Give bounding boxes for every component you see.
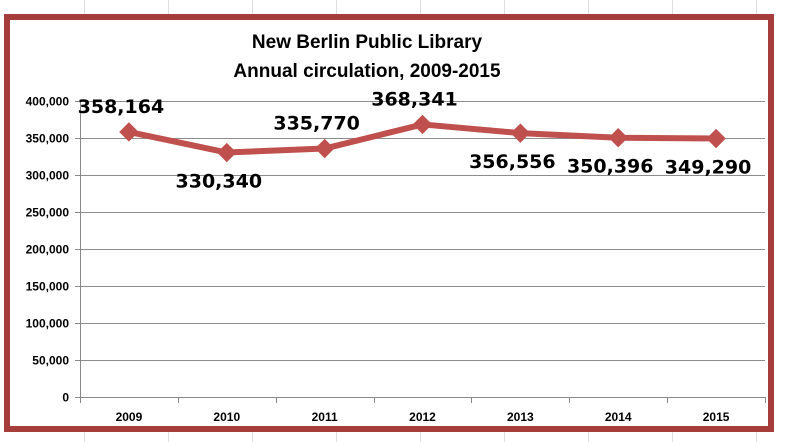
data-label: 330,340	[176, 171, 263, 193]
x-tick-label: 2015	[703, 410, 730, 424]
x-tick-label: 2013	[507, 410, 534, 424]
data-point-marker[interactable]	[608, 127, 628, 148]
data-label: 356,556	[469, 151, 556, 173]
y-tick-label: 300,000	[26, 169, 70, 183]
y-tick-label: 0	[62, 391, 69, 405]
x-axis-tick-labels: 2009 2010 2011 2012 2013 2014 2015	[116, 410, 730, 424]
x-tick-label: 2014	[605, 410, 632, 424]
y-tick-label: 100,000	[26, 317, 70, 331]
series-circulation	[119, 114, 726, 163]
data-label: 350,396	[567, 156, 654, 178]
y-tick-label: 50,000	[32, 354, 69, 368]
data-label: 335,770	[273, 113, 360, 135]
chart-subtitle: Annual circulation, 2009-2015	[233, 61, 501, 82]
x-tick-label: 2011	[312, 410, 338, 424]
data-point-marker[interactable]	[706, 128, 726, 149]
gridlines	[80, 101, 765, 361]
y-tick-label: 400,000	[26, 95, 70, 109]
y-tick-label: 200,000	[26, 243, 70, 257]
y-tick-label: 250,000	[26, 206, 70, 220]
data-labels: 358,164 330,340 335,770 368,341 356,556 350,3…	[78, 88, 752, 192]
y-tick-label: 150,000	[26, 280, 70, 294]
x-tick-label: 2009	[116, 410, 143, 424]
data-label: 349,290	[665, 157, 752, 179]
data-point-marker[interactable]	[119, 122, 139, 142]
x-tick-label: 2012	[409, 410, 436, 424]
chart-frame[interactable]	[4, 14, 774, 432]
x-tick-label: 2010	[213, 410, 240, 424]
data-label: 368,341	[371, 88, 458, 110]
data-label: 358,164	[78, 96, 165, 118]
axes	[75, 101, 766, 403]
data-point-marker[interactable]	[314, 138, 335, 159]
y-tick-label: 350,000	[26, 132, 70, 146]
chart-title: New Berlin Public Library	[252, 32, 483, 53]
data-point-marker[interactable]	[510, 123, 531, 143]
y-axis-tick-labels: 0 50,000 100,000 150,000 200,000 250,000 300,0…	[26, 95, 70, 405]
data-point-marker[interactable]	[412, 114, 433, 135]
data-point-marker[interactable]	[217, 142, 237, 163]
